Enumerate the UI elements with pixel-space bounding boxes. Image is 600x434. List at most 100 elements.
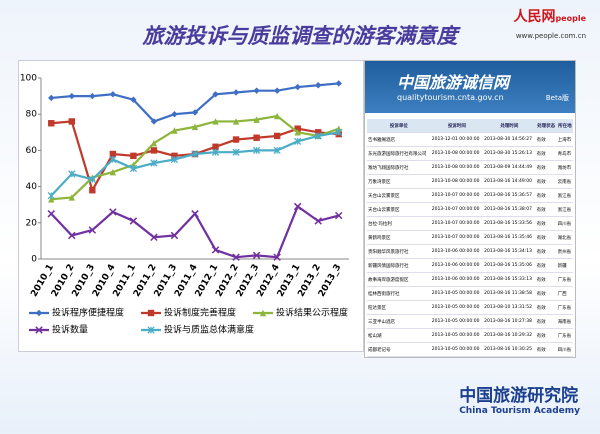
table-cell: 2013-10-06 00:00:00	[430, 272, 484, 287]
table-cell: 贵阳顺华风景旅行社	[367, 244, 431, 259]
marker	[273, 87, 281, 94]
table-cell: 新疆风情国际旅行社	[367, 258, 431, 273]
marker	[335, 128, 343, 136]
marker	[48, 120, 55, 127]
marker	[150, 139, 158, 147]
marker	[47, 191, 55, 200]
table-cell: 有效	[535, 188, 557, 203]
marker	[68, 194, 75, 201]
table-cell: 告书雅阁酒店	[367, 132, 431, 147]
marker	[273, 132, 281, 140]
y-tick-label: 80	[26, 110, 38, 120]
table-cell: 2013-10-06 00:00:00	[430, 244, 484, 259]
table-cell: 广东省	[556, 328, 573, 343]
table-row: 东光旅游国际旅行社有限公司 2013-10-08 00:00:00 2013-08-…	[367, 146, 573, 161]
logo-text: 人民网	[513, 9, 556, 25]
table-cell: 2013-08-16 11:38:58	[483, 286, 536, 301]
table-cell: 有效	[535, 174, 557, 189]
marker	[315, 82, 322, 89]
table-cell: 2013-08-16 10:30:25	[483, 342, 536, 357]
header-row: 投诉单位 投诉时间 处理时间 处理状态 所在地	[367, 119, 573, 133]
table-cell: 四川省	[556, 216, 573, 231]
marker	[47, 210, 55, 218]
site-badge: Beta版	[545, 94, 569, 102]
table-cell: 浙江省	[556, 202, 573, 217]
marker	[293, 202, 302, 211]
marker	[171, 152, 178, 160]
marker	[48, 196, 55, 203]
marker	[150, 147, 158, 154]
table-cell: 广西	[556, 286, 573, 301]
table-cell: 广东省	[556, 272, 573, 287]
marker	[109, 168, 117, 176]
site-url: qualitytourism.cnta.gov.cn	[397, 93, 504, 102]
table-row: 贵阳顺华风景旅行社 2013-10-06 00:00:00 2013-08-16 1…	[367, 244, 573, 259]
line	[51, 82, 339, 123]
marker	[294, 129, 301, 136]
table-cell: 2013-08-16 15:33:56	[483, 216, 536, 231]
legend-label: 投诉与质监总体满意度	[164, 324, 254, 336]
marker	[150, 118, 158, 125]
marker	[170, 231, 179, 240]
marker	[335, 80, 342, 87]
marker	[171, 127, 178, 134]
table-row: 桂林西街旅行社 2013-10-05 00:00:00 2013-08-16 11:…	[367, 286, 573, 301]
marker	[88, 175, 96, 184]
table-row: 天台山云雾景区 2013-10-07 00:00:00 2013-08-16 15:…	[367, 202, 573, 217]
table-row: 旺达景区 2013-10-05 00:00:00 2013-08-10 13:31:…	[367, 300, 573, 315]
table-cell: 有效	[535, 132, 557, 147]
marker	[68, 170, 76, 178]
table-row: 成都老记号 2013-10-05 00:00:00 2013-08-16 10:30…	[367, 342, 573, 357]
marker	[232, 136, 240, 143]
table-cell: 东光旅游国际旅行社有限公司	[367, 146, 431, 161]
y-tick-label: 60	[26, 146, 38, 156]
legend-label: 投诉结果公示程度	[276, 307, 348, 319]
table-cell: 2013-10-05 00:00:00	[430, 314, 484, 329]
table-row: 告书雅阁酒店 2013-12-01 00:00:00 2013-08-30 14:5…	[367, 132, 573, 147]
marker	[252, 146, 261, 155]
chart-box: 0 20 40 60 80 100 2010_1 2010_2 2010_3 2010_4 2011…	[18, 60, 364, 352]
marker	[191, 109, 199, 116]
marker	[109, 208, 117, 216]
legend-marker	[147, 326, 155, 334]
table-cell: 2013-10-07 00:00:00	[430, 188, 484, 203]
table-cell: 三亚半山酒店	[367, 314, 431, 329]
marker	[294, 83, 301, 91]
chart: 0204060801002010_12010_22010_32010_42011…	[20, 74, 349, 336]
table-cell: 天台山云雾景区	[367, 202, 431, 217]
marker	[273, 146, 281, 155]
marker	[314, 217, 322, 225]
complaint-table: 投诉单位 投诉时间 处理时间 处理状态 所在地 告书雅阁酒店 2013-12-01 00:0…	[367, 119, 573, 357]
table-cell: 上海市	[556, 132, 573, 147]
y-tick-label: 40	[26, 182, 38, 192]
marker	[191, 123, 199, 131]
table-cell: 2013-10-05 00:00:00	[430, 286, 484, 301]
table-cell: 2013-08-16 15:33:13	[483, 272, 536, 287]
marker	[232, 89, 240, 96]
marker	[109, 155, 117, 164]
column-header: 所在地	[556, 119, 573, 133]
marker	[68, 92, 75, 100]
marker	[68, 231, 76, 240]
legend-marker	[35, 309, 43, 317]
marker	[88, 226, 97, 234]
slide-title: 旅游投诉与质监调查的游客满意度	[142, 24, 458, 48]
site-name: 中国旅游诚信网	[397, 73, 510, 92]
marker	[89, 187, 96, 194]
marker	[335, 211, 343, 220]
table-cell: 2013-08-16 15:35:06	[483, 258, 536, 273]
legend-marker	[259, 309, 267, 317]
marker	[150, 159, 158, 167]
table-cell: 新疆	[556, 258, 573, 273]
legend-label: 投诉制度完善程度	[164, 307, 236, 319]
table-cell: 有效	[535, 230, 557, 245]
table-cell: 2013-08-16 15:34:13	[483, 244, 536, 259]
legend-marker	[147, 309, 155, 317]
marker	[273, 253, 281, 261]
table-cell: 2013-12-01 00:00:00	[430, 132, 484, 147]
table-cell: 2013-10-08 00:00:00	[430, 160, 484, 175]
marker	[150, 233, 158, 242]
table-cell: 贵州省	[556, 244, 573, 259]
column-header: 处理时间	[483, 119, 536, 133]
marker	[211, 246, 220, 254]
